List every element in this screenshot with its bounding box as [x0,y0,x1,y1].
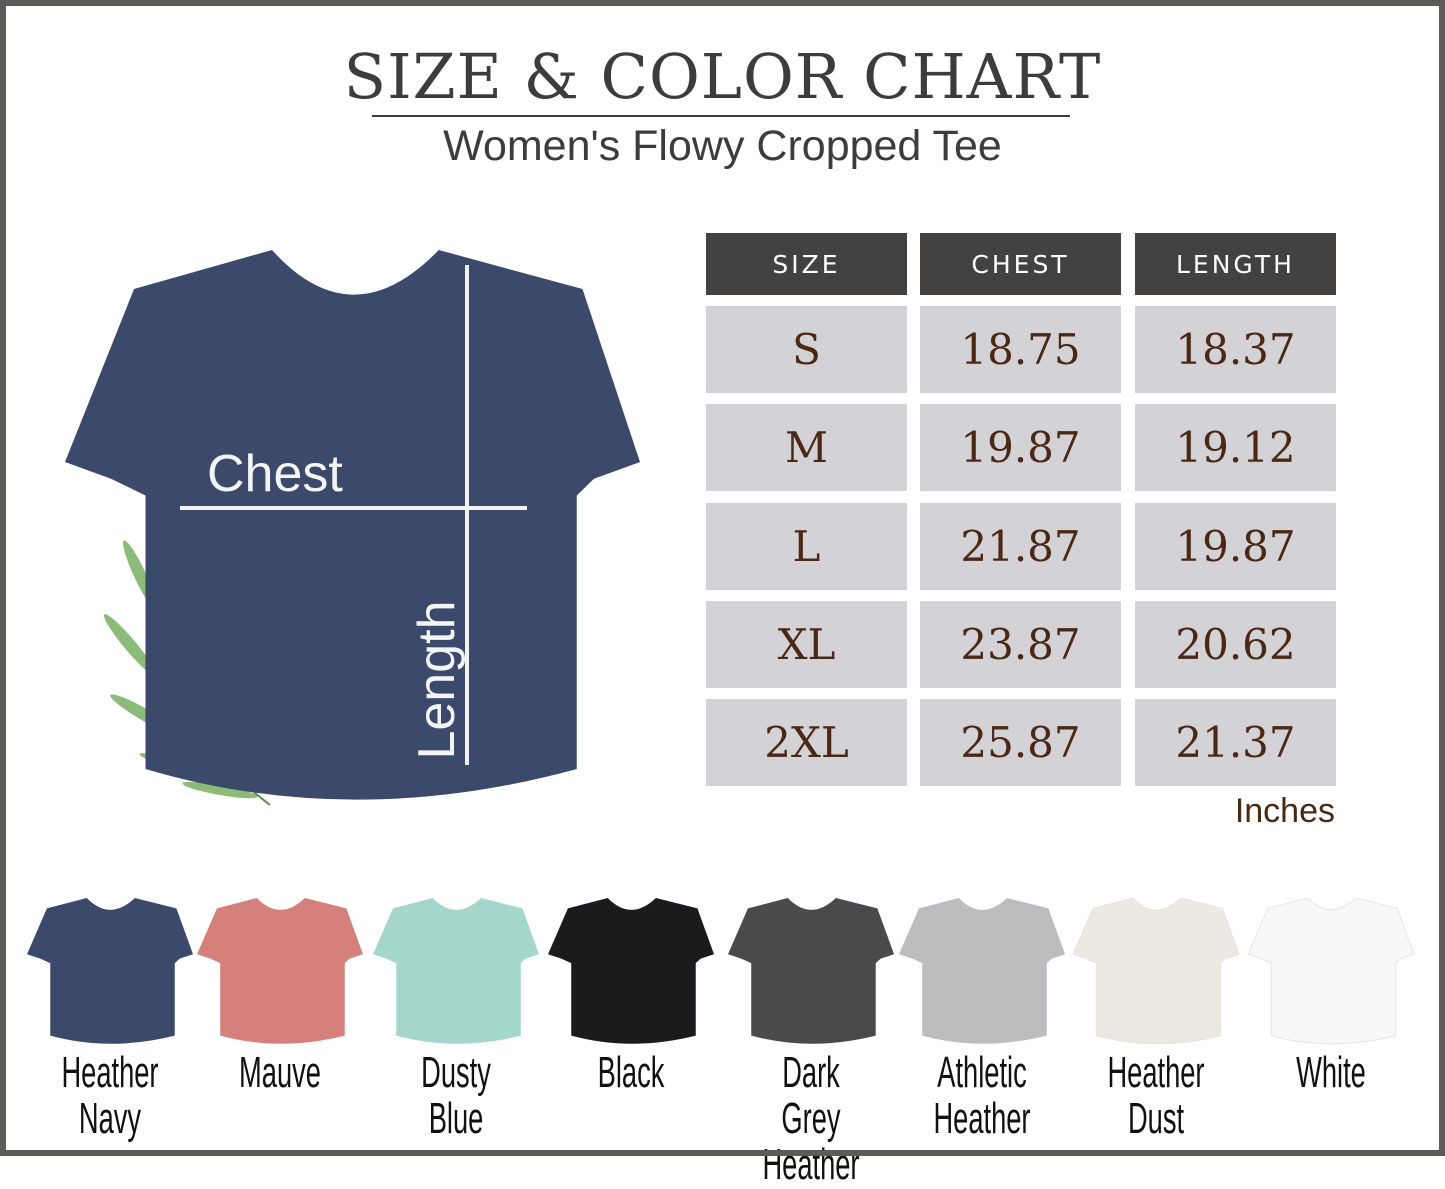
color-swatch-shirt [899,898,1065,1044]
color-name-line2: Blue [428,1094,484,1143]
color-swatch-shirt [27,898,193,1044]
table-cell: 18.37 [1135,306,1336,393]
table-cell: 25.87 [920,699,1121,786]
chest-measure-line [180,506,527,510]
length-label: Length [408,600,466,760]
table-cell: L [706,503,907,590]
table-cell: M [706,404,907,491]
tshirt-shape [65,250,640,800]
page-title: SIZE & COLOR CHART [343,40,1102,113]
table-cell: 18.75 [920,306,1121,393]
color-swatch-shirt [197,898,363,1044]
color-swatch-shirt [1248,898,1414,1045]
color-name: Dark Grey Heather [749,1050,873,1188]
color-name-line1: Heather [61,1048,159,1097]
color-name: Dusty Blue [394,1050,518,1142]
color-name: Heather Navy [48,1050,172,1142]
color-name-line2: Dust [1127,1094,1185,1143]
column-header: LENGTH [1135,233,1336,295]
title-divider [372,115,1070,117]
color-name-line1: Dusty [421,1048,491,1097]
chest-label: Chest [207,445,343,503]
table-cell: 21.87 [920,503,1121,590]
color-name: Heather Dust [1094,1050,1218,1142]
color-name-line1: Heather [1107,1048,1205,1097]
color-name: Black [569,1050,693,1096]
table-cell: 19.12 [1135,404,1336,491]
color-swatch-shirt [548,898,714,1044]
color-name-line2: Heather [762,1140,860,1189]
table-cell: 19.87 [920,404,1121,491]
color-name-line1: Black [597,1048,665,1097]
unit-label: Inches [1234,792,1335,830]
page-subtitle: Women's Flowy Cropped Tee [443,122,1002,170]
color-name-line1: Athletic [937,1048,1027,1097]
color-name: Mauve [218,1050,342,1096]
table-cell: XL [706,601,907,688]
color-name-line2: Navy [78,1094,142,1143]
color-name: White [1269,1050,1393,1096]
length-measure-line [465,265,469,765]
color-name: Athletic Heather [920,1050,1044,1142]
table-cell: 23.87 [920,601,1121,688]
color-name-line2: Heather [933,1094,1031,1143]
color-swatch-shirt [373,898,539,1044]
table-cell: S [706,306,907,393]
tshirt-diagram [65,250,640,800]
color-name-line1: Dark Grey [781,1048,841,1143]
column-header: CHEST [920,233,1121,295]
table-cell: 21.37 [1135,699,1336,786]
table-cell: 20.62 [1135,601,1336,688]
color-swatch-shirt [1073,898,1239,1045]
color-name-line1: Mauve [239,1048,321,1097]
table-cell: 19.87 [1135,503,1336,590]
table-cell: 2XL [706,699,907,786]
color-swatch-shirt [728,898,894,1044]
column-header: SIZE [706,233,907,295]
color-name-line1: White [1296,1048,1366,1097]
